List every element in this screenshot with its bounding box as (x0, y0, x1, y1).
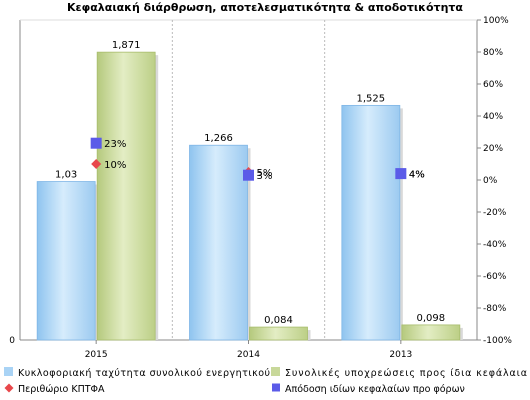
right-tick-label: -100% (483, 336, 512, 346)
point-value-label: 4% (409, 170, 425, 181)
square-marker (395, 168, 407, 180)
right-tick-label: 20% (483, 144, 503, 154)
x-tick-label: 2014 (237, 350, 260, 360)
point-value-label: 10% (104, 160, 126, 171)
right-tick-label: 0% (483, 176, 498, 186)
bar-value-label: 1,266 (204, 133, 233, 144)
bar (189, 144, 248, 341)
right-tick-label: -80% (483, 304, 507, 314)
legend: Κυκλοφοριακή ταχύτητα συνολικού ενεργητι… (4, 367, 527, 395)
bar (341, 104, 401, 341)
right-tick-label: 60% (483, 80, 503, 90)
left-tick-label: 0 (9, 336, 15, 346)
bar-value-label: 1,525 (357, 93, 386, 104)
point-value-label: 23% (104, 139, 126, 150)
bar (36, 181, 96, 341)
legend-swatch (4, 367, 13, 376)
bar-value-label: 0,098 (417, 313, 446, 324)
legend-item: Περιθώριο ΚΠΤΦΑ (4, 383, 105, 395)
chart-title: Κεφαλαιακή διάρθρωση, αποτελεσματικότητα… (67, 1, 463, 14)
bar (401, 324, 461, 341)
legend-label: Κυκλοφοριακή ταχύτητα συνολικού ενεργητι… (18, 368, 270, 379)
right-tick-label: 100% (483, 16, 509, 26)
bar (96, 51, 156, 341)
right-tick-label: 80% (483, 48, 503, 58)
legend-item: Συνολικές υποχρεώσεις προς ίδια κεφάλαια (271, 367, 527, 379)
legend-item: Απόδοση ιδίων κεφαλαίων προ φόρων (272, 383, 465, 395)
right-tick-label: 40% (483, 112, 503, 122)
x-axis-ticks: 2015 2014 2013 (85, 340, 412, 360)
x-tick-label: 2015 (85, 350, 108, 360)
x-tick-label: 2013 (389, 350, 412, 360)
bar-value-label: 1,871 (112, 40, 141, 51)
legend-item: Κυκλοφοριακή ταχύτητα συνολικού ενεργητι… (4, 367, 270, 379)
point-value-label: 3% (257, 171, 273, 182)
legend-label: Περιθώριο ΚΠΤΦΑ (18, 384, 105, 395)
legend-swatch (4, 383, 14, 393)
legend-label: Συνολικές υποχρεώσεις προς ίδια κεφάλαια (285, 368, 527, 379)
point-value-label: 4% (409, 170, 425, 181)
square-marker (243, 169, 254, 181)
square-marker (90, 137, 102, 149)
legend-swatch (271, 367, 280, 376)
legend-label: Απόδοση ιδίων κεφαλαίων προ φόρων (285, 384, 465, 395)
bar-value-label: 0,084 (264, 315, 293, 326)
markers-group: 10%5% 4%23%3% 4% (90, 137, 425, 182)
right-tick-label: -60% (483, 272, 507, 282)
right-tick-label: -20% (483, 208, 507, 218)
point-value-label: 5% (257, 168, 273, 179)
right-axis-ticks: 100% 80% 60% 40% 20% 0% -20% -40% -60% -80% -100% (477, 16, 512, 346)
bar-value-label: 1,03 (55, 170, 77, 181)
category-grid (171, 20, 326, 340)
right-tick-label: -40% (483, 240, 507, 250)
bar (249, 326, 308, 341)
bars-group: 1,03 1,266 1,525 1,871 0,084 0,098 (36, 40, 463, 341)
legend-swatch (272, 383, 280, 392)
diamond-marker (91, 159, 102, 169)
